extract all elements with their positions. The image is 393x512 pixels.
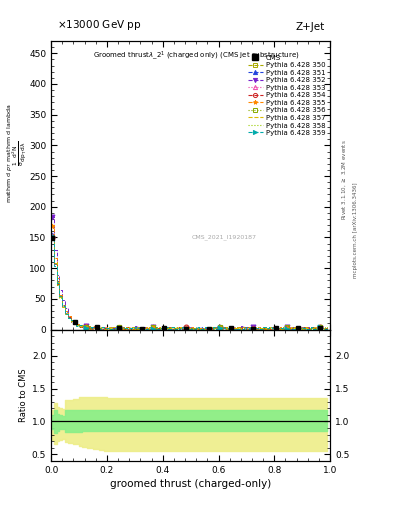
Text: $\mathrm{\frac{1}{\sigma}\frac{d^2N}{dp_T\,d\lambda}}$: $\mathrm{\frac{1}{\sigma}\frac{d^2N}{dp_…	[11, 141, 29, 166]
Text: Rivet 3.1.10, $\geq$ 3.2M events: Rivet 3.1.10, $\geq$ 3.2M events	[340, 139, 348, 220]
Legend: CMS, Pythia 6.428 350, Pythia 6.428 351, Pythia 6.428 352, Pythia 6.428 353, Pyt: CMS, Pythia 6.428 350, Pythia 6.428 351,…	[246, 53, 327, 137]
Text: CMS_2021_I1920187: CMS_2021_I1920187	[192, 234, 257, 240]
Text: $\times$13000 GeV pp: $\times$13000 GeV pp	[57, 18, 141, 32]
Text: Groomed thrust$\lambda\_2^1$ (charged only) (CMS jet substructure): Groomed thrust$\lambda\_2^1$ (charged on…	[93, 50, 299, 62]
Y-axis label: Ratio to CMS: Ratio to CMS	[19, 369, 28, 422]
Text: mcplots.cern.ch [arXiv:1306.3436]: mcplots.cern.ch [arXiv:1306.3436]	[353, 183, 358, 278]
X-axis label: groomed thrust (charged-only): groomed thrust (charged-only)	[110, 479, 271, 489]
Text: mathrm d$^2$N
mathrm d $p_T$ mathrm d lambda: mathrm d$^2$N mathrm d $p_T$ mathrm d la…	[0, 104, 14, 203]
Text: Z+Jet: Z+Jet	[295, 23, 325, 32]
